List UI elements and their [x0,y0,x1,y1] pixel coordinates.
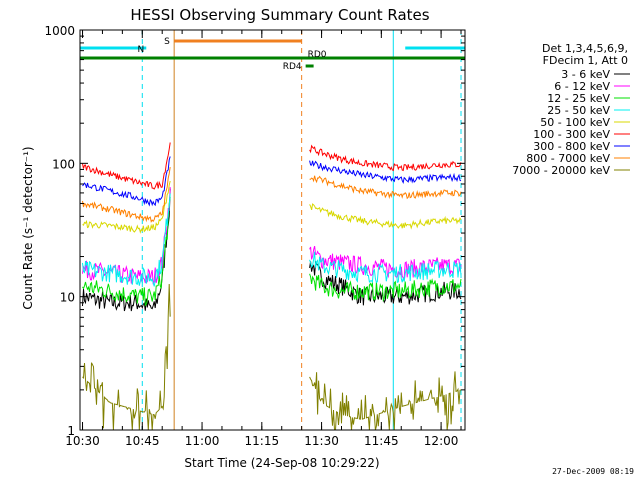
series-line-6-after [309,144,462,172]
x-tick-label-5: 11:30 [304,434,339,448]
chart-title: HESSI Observing Summary Count Rates [130,6,429,24]
legend-label-2: 6 - 12 keV [554,80,610,93]
series-line-7-after [309,160,462,184]
series-line-3-before [82,196,171,307]
flag-label-rd0: RD0 [308,50,327,60]
series-line-3-after [309,273,462,303]
legend-header-line-1: Det 1,3,4,5,6,9, [542,42,628,55]
legend-label-7: 300 - 800 keV [533,140,610,153]
series-line-4-before [82,193,171,287]
legend-label-1: 3 - 6 keV [561,68,610,81]
flag-label-n: N [138,45,145,55]
legend-header-line-2: FDecim 1, Att 0 [543,54,628,67]
series-line-8-after [309,175,462,200]
y-tick-label-4: 1000 [44,24,75,38]
y-axis-label: Count Rate (s⁻¹ detector⁻¹) [21,146,35,309]
legend-label-5: 50 - 100 keV [540,116,610,129]
series-line-4-after [309,251,462,284]
x-tick-label-2: 10:45 [125,434,160,448]
plot-frame [79,29,466,431]
x-axis-label: Start Time (24-Sep-08 10:29:22) [184,456,379,470]
legend-label-4: 25 - 50 keV [547,104,610,117]
series-line-5-after [309,203,462,230]
legend-label-3: 12 - 25 keV [547,92,610,105]
legend-header: Det 1,3,4,5,6,9,FDecim 1, Att 0 [542,42,628,67]
x-tick-label-3: 11:00 [185,434,220,448]
flag-label-s: S [164,37,170,47]
x-tick-label-6: 11:45 [364,434,399,448]
series-line-6-before [82,142,171,190]
series-line-9-before [82,283,171,431]
x-tick-label-1: 10:30 [65,434,100,448]
generation-timestamp: 27-Dec-2009 08:19 [552,467,634,476]
series-line-1-after [309,260,462,306]
y-tick-label-3: 100 [52,157,75,171]
y-tick-label-1: 1 [67,424,75,438]
series-line-9-after [309,371,462,431]
series-line-8-before [82,167,171,223]
y-tick-label-2: 10 [60,291,75,305]
legend-label-8: 800 - 7000 keV [526,152,610,165]
series-line-2-after [309,245,462,280]
x-tick-label-7: 12:00 [424,434,459,448]
series-line-7-before [82,156,171,207]
series-line-2-before [82,187,171,285]
legend-label-9: 7000 - 20000 keV [512,164,610,177]
series-line-5-before [82,180,171,234]
x-tick-label-4: 11:15 [245,434,280,448]
flag-label-rd4: RD4 [283,62,302,72]
legend-label-6: 100 - 300 keV [533,128,610,141]
